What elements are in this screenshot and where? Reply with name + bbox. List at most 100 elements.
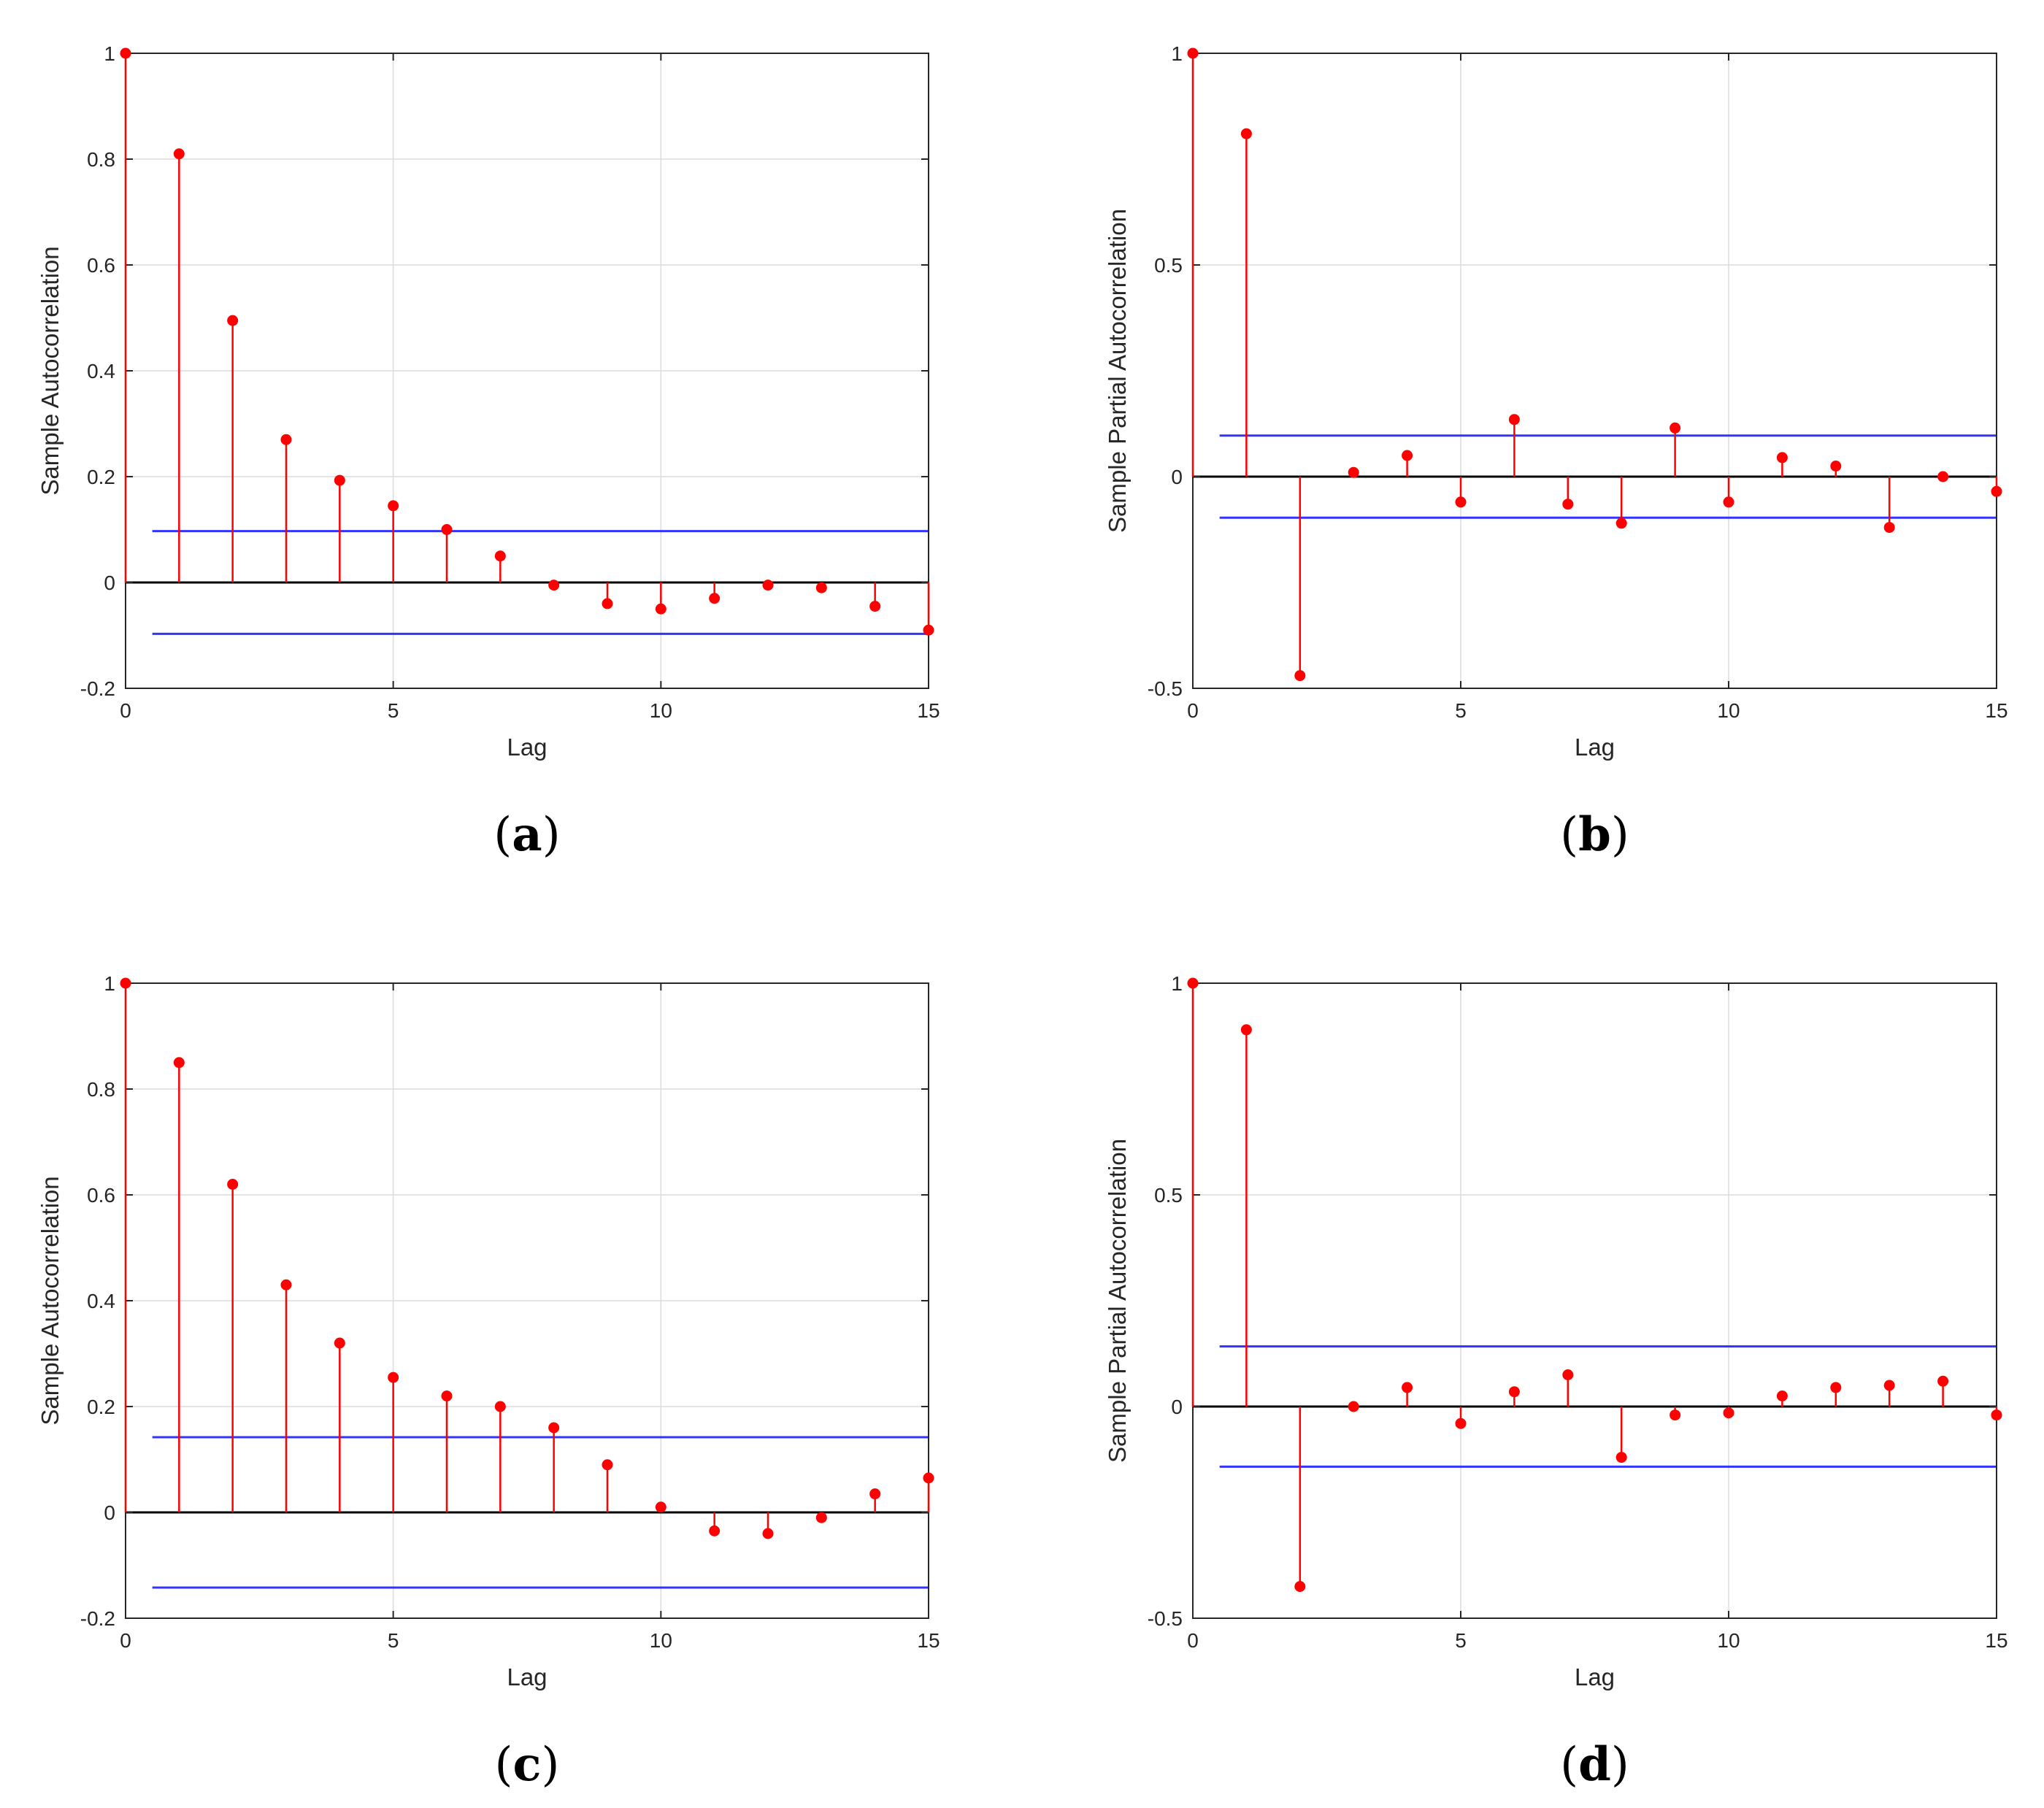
stem-marker (280, 434, 292, 445)
y-tick-label: 0.6 (87, 254, 115, 277)
caption-close-paren: ) (1611, 1738, 1629, 1792)
x-tick-label: 0 (1187, 1629, 1199, 1652)
x-tick-label: 5 (1455, 699, 1467, 722)
y-tick-label: 0.8 (87, 148, 115, 171)
stem-marker (815, 1512, 827, 1523)
caption-letter: d (1578, 1737, 1611, 1792)
x-tick-label: 10 (1717, 699, 1740, 722)
y-tick-label: 0.8 (87, 1078, 115, 1101)
stem-marker (1723, 496, 1734, 508)
x-tick-label: 10 (1717, 1629, 1740, 1652)
stem-marker (1508, 414, 1520, 426)
stem-marker (1187, 977, 1199, 989)
y-tick-label: 0.4 (87, 1290, 115, 1312)
y-tick-label: 0 (1171, 1396, 1183, 1418)
x-axis-title: Lag (1575, 734, 1615, 761)
x-axis-title: Lag (507, 1663, 547, 1690)
stem-marker (1883, 522, 1895, 534)
y-tick-label: 0.5 (1154, 254, 1183, 277)
y-tick-label: 0 (104, 1501, 115, 1524)
panel-caption: (b) (1560, 807, 1629, 862)
stem-marker (548, 580, 560, 591)
plot-area (1193, 983, 1997, 1618)
stem-marker (602, 1459, 613, 1471)
stem-marker (1830, 461, 1842, 472)
caption-open-paren: ( (495, 1738, 513, 1792)
x-tick-label: 0 (1187, 699, 1199, 722)
stem-marker (334, 474, 345, 486)
y-tick-label: -0.2 (80, 677, 115, 700)
y-tick-label: 1 (1171, 972, 1183, 995)
stem-marker (655, 1501, 666, 1513)
caption-open-paren: ( (1560, 808, 1578, 862)
stem-marker (1615, 1452, 1627, 1463)
plot-area (1193, 53, 1997, 688)
stem-marker (1240, 128, 1252, 139)
caption-letter: c (513, 1737, 542, 1792)
stem-marker (120, 977, 131, 989)
y-axis-title: Sample Autocorrelation (36, 1176, 64, 1425)
stem-marker (388, 1372, 399, 1383)
x-tick-label: 5 (1455, 1629, 1467, 1652)
stem-marker (709, 593, 721, 604)
y-tick-label: 0.5 (1154, 1184, 1183, 1207)
stem-marker (334, 1337, 345, 1349)
stem-marker (655, 603, 666, 615)
stem-marker (1187, 47, 1199, 59)
stem-marker (923, 624, 934, 636)
stem-marker (494, 550, 506, 562)
caption-close-paren: ) (541, 1738, 559, 1792)
stem-marker (709, 1525, 721, 1536)
stem-marker (1294, 670, 1306, 682)
caption-open-paren: ( (493, 808, 512, 862)
x-tick-label: 15 (917, 1629, 940, 1652)
stem-marker (1776, 452, 1788, 463)
stem-marker (1883, 1380, 1895, 1391)
stem-marker (1991, 485, 2002, 497)
y-tick-label: 1 (104, 42, 115, 65)
y-tick-label: 0 (1171, 466, 1183, 488)
x-tick-label: 5 (388, 699, 399, 722)
stem-marker (1562, 1369, 1574, 1380)
panel-caption: (c) (495, 1737, 560, 1792)
stem-marker (1991, 1409, 2002, 1421)
x-tick-label: 0 (120, 1629, 131, 1652)
x-tick-label: 15 (1985, 1629, 2008, 1652)
stem-marker (1348, 466, 1359, 478)
stem-marker (1937, 1375, 1949, 1387)
stem-marker (1723, 1407, 1734, 1419)
x-tick-label: 15 (1985, 699, 2008, 722)
stem-marker (762, 1528, 774, 1539)
caption-letter: a (512, 807, 542, 862)
stem-marker (441, 1390, 453, 1401)
y-axis-title: Sample Autocorrelation (36, 246, 64, 495)
stem-marker (815, 582, 827, 593)
x-tick-label: 10 (650, 1629, 672, 1652)
stem-marker (441, 524, 453, 535)
x-axis-title: Lag (507, 734, 547, 761)
stem-marker (1776, 1390, 1788, 1401)
stem-marker (173, 1057, 185, 1069)
stem-marker (1562, 499, 1574, 510)
stem-marker (227, 1179, 239, 1190)
stem-marker (120, 47, 131, 59)
caption-open-paren: ( (1560, 1738, 1578, 1792)
x-tick-label: 15 (917, 699, 940, 722)
y-axis-title: Sample Partial Autocorrelation (1104, 1139, 1131, 1463)
y-axis-title: Sample Partial Autocorrelation (1104, 209, 1131, 533)
stem-marker (1402, 1382, 1413, 1393)
stem-marker (1830, 1382, 1842, 1393)
x-tick-label: 10 (650, 699, 672, 722)
y-tick-label: -0.5 (1148, 1607, 1183, 1630)
panel-caption: (d) (1560, 1737, 1629, 1792)
stem-marker (1455, 1417, 1467, 1429)
stem-marker (602, 598, 613, 609)
stem-marker (1294, 1581, 1306, 1592)
stem-marker (1348, 1401, 1359, 1412)
y-tick-label: -0.5 (1148, 677, 1183, 700)
y-tick-label: 0.4 (87, 360, 115, 382)
stem-marker (1670, 422, 1681, 434)
